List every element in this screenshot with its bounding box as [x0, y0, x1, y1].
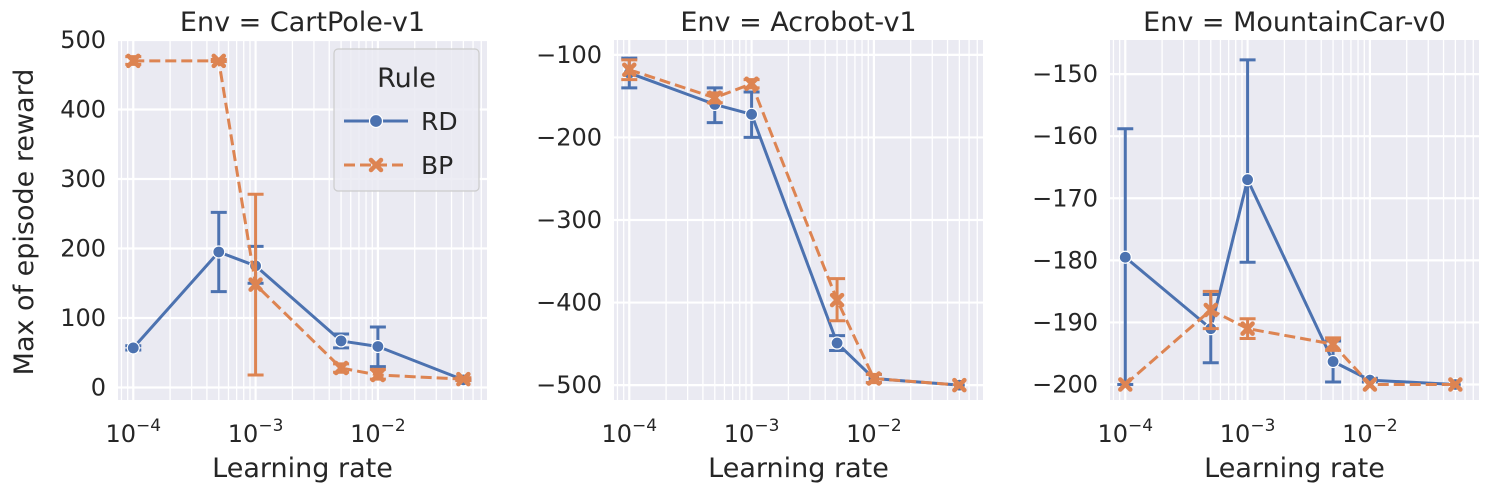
data-point — [126, 341, 140, 355]
data-point — [212, 245, 226, 259]
series-rd — [1117, 58, 1462, 392]
legend-marker — [368, 113, 384, 129]
x-tick-label: 10−3 — [228, 416, 284, 448]
series-line — [628, 68, 960, 387]
series-bp — [1118, 289, 1463, 392]
panel-title: Env = MountainCar-v0 — [1143, 7, 1446, 38]
legend-entry-rd: RD — [344, 107, 458, 136]
x-tick-label: 10−4 — [1097, 416, 1153, 448]
data-point — [1448, 377, 1463, 392]
data-point — [211, 53, 227, 69]
legend-marker — [368, 157, 384, 173]
data-point — [371, 339, 385, 354]
y-tick-label: −150 — [1032, 60, 1098, 88]
panel-3: −150 −160 −170 −180 −190 −200 10−4 10−3 10−2 Env … — [1032, 7, 1479, 484]
panel-2: −100 −200 −300 −400 −500 10−4 10−3 10−2 Env = Ac… — [536, 7, 983, 484]
plot-area — [1110, 40, 1479, 400]
data-point — [744, 107, 759, 121]
data-point — [1118, 377, 1133, 392]
series-line — [133, 59, 464, 381]
x-tick-label: 10−4 — [105, 416, 161, 448]
x-tick-label: 10−2 — [846, 416, 902, 448]
x-tick-label: 10−2 — [1342, 416, 1398, 448]
y-axis-label: Max of episode reward — [9, 69, 40, 376]
y-tick-label: −500 — [536, 371, 602, 399]
y-tick-label: −160 — [1032, 122, 1098, 150]
x-tick-label: 10−3 — [1220, 416, 1276, 448]
panel-title: Env = CartPole-v1 — [180, 7, 425, 38]
data-point — [334, 334, 348, 348]
y-tick-label: 500 — [60, 26, 106, 54]
data-point — [1203, 302, 1219, 318]
y-tick-label: −400 — [536, 289, 602, 317]
x-axis-label: Learning rate — [708, 453, 889, 484]
data-point — [1240, 321, 1255, 336]
data-point — [1118, 250, 1132, 264]
series-line — [1124, 178, 1456, 386]
data-point — [1362, 377, 1378, 392]
legend-label: BP — [421, 151, 453, 180]
data-point — [866, 371, 882, 386]
series-bp — [125, 53, 472, 387]
data-point — [333, 360, 349, 376]
data-point — [370, 367, 386, 383]
x-tick-label: 10−4 — [601, 416, 657, 448]
legend-title: Rule — [377, 63, 436, 94]
data-point — [1240, 173, 1255, 187]
data-point — [126, 53, 141, 69]
y-tick-label: 400 — [60, 95, 106, 123]
data-point — [830, 336, 844, 350]
data-point — [622, 62, 637, 77]
series-line — [1124, 308, 1456, 386]
x-tick-label: 10−3 — [724, 416, 780, 448]
y-tick-label: −170 — [1032, 184, 1098, 212]
data-point — [1325, 336, 1341, 352]
series-rd — [125, 210, 472, 387]
data-point — [456, 371, 471, 387]
data-point — [952, 377, 967, 393]
error-bar — [1239, 58, 1256, 264]
data-point — [248, 277, 263, 292]
y-tick-label: −200 — [536, 123, 602, 151]
series-line — [132, 250, 464, 382]
legend-label: RD — [421, 107, 458, 136]
x-axis-label: Learning rate — [212, 453, 393, 484]
y-tick-label: −190 — [1032, 308, 1098, 336]
y-tick-label: −300 — [536, 206, 602, 234]
x-axis-label: Learning rate — [1204, 453, 1385, 484]
data-point — [1326, 354, 1340, 369]
series-bp — [621, 58, 967, 393]
legend-entry-bp: BP — [344, 151, 453, 180]
y-tick-label: −180 — [1032, 246, 1098, 274]
panel-title: Env = Acrobot-v1 — [680, 7, 916, 38]
y-tick-label: 0 — [91, 373, 106, 401]
panels: 0 100 200 300 400 500 10−4 10−3 10−2 Env = CartPo… — [60, 7, 1479, 484]
y-tick-label: −200 — [1032, 370, 1098, 398]
y-tick-label: 100 — [60, 304, 106, 332]
x-tick-label: 10−2 — [350, 416, 406, 448]
legend: Rule RD BP — [333, 48, 480, 192]
series-line — [628, 71, 960, 387]
data-point — [744, 76, 759, 92]
y-tick-label: −100 — [536, 41, 602, 69]
y-tick-label: 300 — [60, 165, 106, 193]
data-point — [707, 90, 723, 106]
data-point — [829, 292, 845, 308]
y-tick-label: 200 — [60, 234, 106, 262]
